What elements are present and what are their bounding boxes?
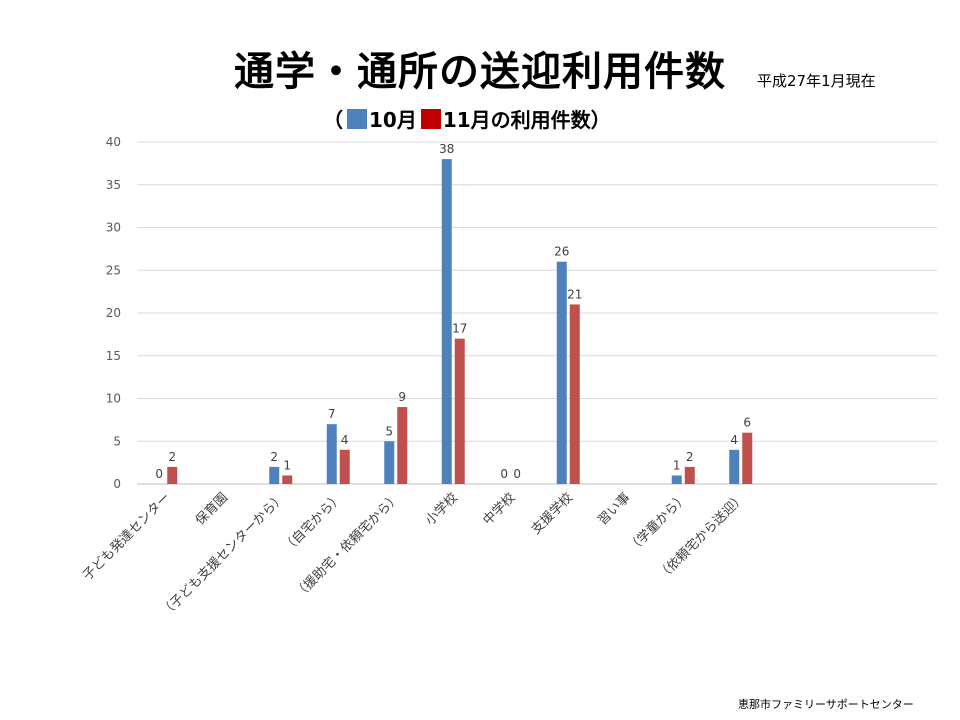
y-tick-label: 40 — [106, 135, 121, 149]
y-tick-label: 25 — [106, 263, 121, 277]
bar — [556, 261, 567, 484]
bar — [742, 432, 753, 484]
y-tick-label: 10 — [106, 392, 121, 406]
data-label: 2 — [270, 450, 278, 464]
bar — [684, 466, 695, 484]
data-label: 21 — [567, 287, 582, 301]
x-tick-label: 子ども発達センター — [80, 490, 173, 583]
as-of-date: 平成27年1月現在 — [757, 72, 876, 90]
legend-label-november: 11月の利用件数 — [442, 108, 591, 132]
x-tick-label: （援助宅・依頼宅から） — [292, 490, 404, 602]
bar — [167, 466, 178, 484]
data-label: 4 — [341, 433, 349, 447]
y-tick-label: 15 — [106, 349, 121, 363]
data-label: 5 — [385, 424, 393, 438]
bar — [397, 407, 408, 484]
bar — [729, 449, 740, 484]
footer-credit: 恵那市ファミリーサポートセンター — [738, 698, 914, 711]
data-label: 17 — [452, 322, 467, 336]
bar — [454, 338, 465, 484]
y-tick-label: 0 — [113, 477, 121, 491]
x-tick-label: 中学校 — [480, 490, 519, 529]
x-tick-label: 習い事 — [595, 490, 633, 528]
y-tick-label: 5 — [113, 434, 121, 448]
data-label: 6 — [743, 416, 751, 430]
legend-close-paren: ） — [590, 108, 611, 132]
data-label: 0 — [155, 467, 163, 481]
data-label: 1 — [673, 458, 681, 472]
bar — [671, 475, 682, 484]
bar — [569, 304, 580, 484]
x-tick-label: 小学校 — [422, 490, 461, 529]
chart-title: 通学・通所の送迎利用件数 — [234, 49, 726, 95]
data-label: 7 — [328, 407, 336, 421]
bar — [282, 475, 293, 484]
data-label: 0 — [513, 467, 521, 481]
legend-swatch-october — [347, 108, 367, 129]
y-tick-label: 35 — [106, 178, 121, 192]
data-label: 2 — [686, 450, 694, 464]
bar — [269, 466, 280, 484]
data-label: 0 — [500, 467, 508, 481]
legend-swatch-november — [420, 108, 441, 129]
bar — [326, 424, 337, 484]
legend-open-paren: （ — [323, 108, 343, 132]
y-tick-label: 20 — [106, 306, 121, 320]
bar — [384, 441, 395, 484]
legend-label-october: 10月 — [369, 108, 417, 132]
y-tick-label: 30 — [106, 221, 121, 235]
x-tick-label: 保育園 — [192, 490, 231, 529]
data-label: 26 — [554, 245, 569, 259]
data-label: 38 — [439, 142, 454, 156]
legend: （ 10月 11月の利用件数 ） — [323, 104, 611, 133]
data-label: 4 — [730, 433, 738, 447]
x-tick-label: 支援学校 — [528, 490, 576, 538]
data-label: 9 — [398, 390, 406, 404]
bar — [441, 159, 452, 484]
data-label: 1 — [283, 458, 291, 472]
x-tick-label: （子ども支援センターから） — [158, 490, 288, 620]
data-label: 2 — [168, 450, 176, 464]
bar — [339, 449, 350, 484]
